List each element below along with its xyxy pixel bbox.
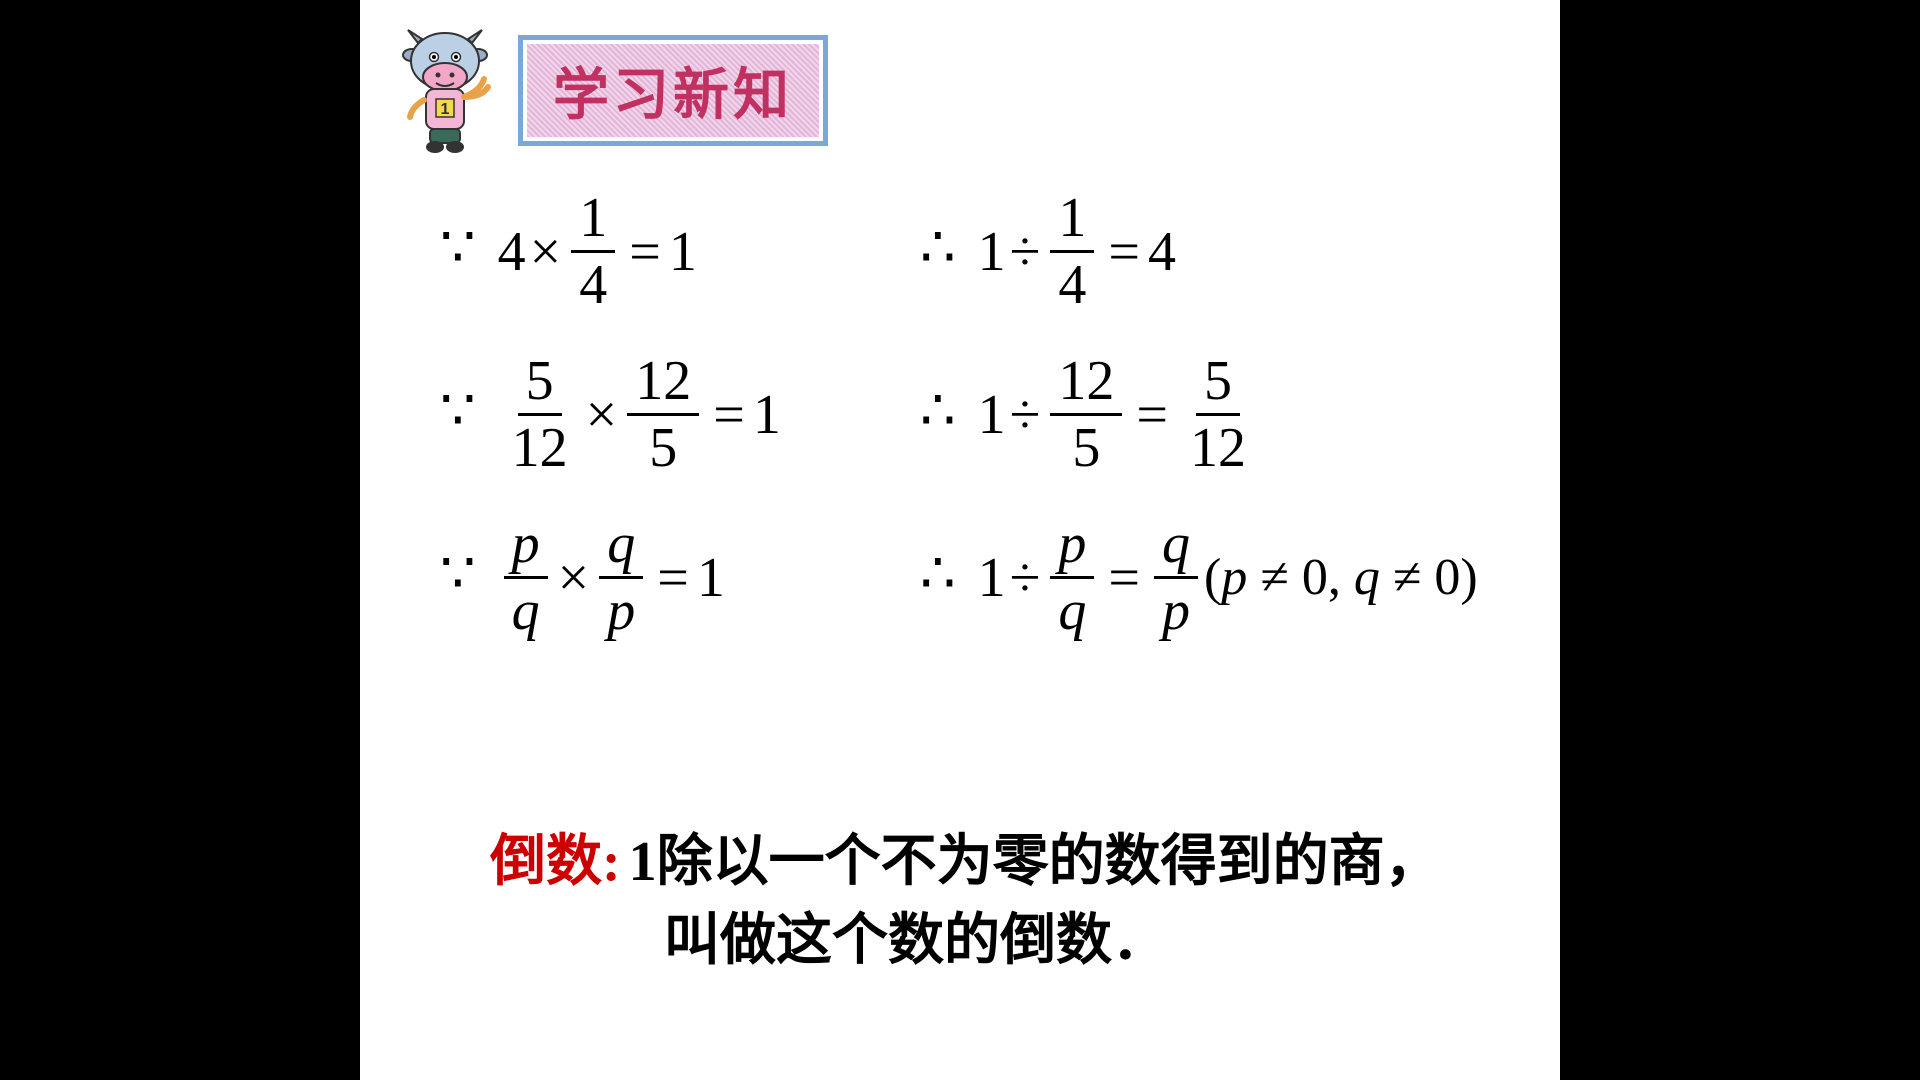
fraction: 1 4 (571, 190, 615, 313)
numerator: 1 (571, 190, 615, 253)
row2-because: ∵ 5 12 × 12 5 = 1 (440, 353, 920, 476)
row3-therefore: ∴ 1 ÷ p q = q p (p ≠ 0, q ≠ 0) (920, 516, 1520, 639)
row2-left-rhs: 1 (753, 383, 781, 447)
therefore-symbol: ∴ (920, 215, 956, 280)
fraction: p q (1050, 516, 1094, 639)
denominator: 12 (1182, 416, 1254, 476)
cow-mascot-icon: 1 (390, 25, 500, 155)
fraction: 1 4 (1050, 190, 1094, 313)
row2-right-lhs: 1 (978, 383, 1006, 447)
condition: (p ≠ 0, q ≠ 0) (1204, 548, 1478, 607)
row3-left-rhs: 1 (697, 546, 725, 610)
numerator: q (599, 516, 643, 579)
equals: = (713, 383, 745, 447)
equals: = (1108, 220, 1140, 284)
row2-therefore: ∴ 1 ÷ 12 5 = 5 12 (920, 353, 1520, 476)
numerator: 5 (518, 353, 562, 416)
times-op: × (586, 383, 618, 447)
row1-right-rhs: 4 (1148, 220, 1176, 284)
denominator: p (599, 579, 643, 639)
equals: = (629, 220, 661, 284)
row1-left-rhs: 1 (669, 220, 697, 284)
title-text: 学习新知 (553, 65, 793, 127)
math-area: ∵ 4 × 1 4 = 1 ∴ 1 ÷ 1 4 = 4 (440, 190, 1520, 679)
denominator: 12 (504, 416, 576, 476)
equation-row-2: ∵ 5 12 × 12 5 = 1 ∴ 1 ÷ 12 5 (440, 353, 1520, 476)
denominator: 4 (1050, 253, 1094, 313)
divide-op: ÷ (1010, 546, 1041, 610)
equals: = (1136, 383, 1168, 447)
because-symbol: ∵ (440, 215, 476, 280)
because-symbol: ∵ (440, 378, 476, 443)
denominator: q (504, 579, 548, 639)
numerator: 5 (1196, 353, 1240, 416)
definition-line2: 叫做这个数的倒数． (664, 902, 1500, 980)
row1-therefore: ∴ 1 ÷ 1 4 = 4 (920, 190, 1520, 313)
title-inner: 学习新知 (527, 44, 819, 137)
therefore-symbol: ∴ (920, 541, 956, 606)
row1-because: ∵ 4 × 1 4 = 1 (440, 190, 920, 313)
because-symbol: ∵ (440, 541, 476, 606)
definition-footer: 倒数:1除以一个不为零的数得到的商， 叫做这个数的倒数． (490, 823, 1500, 980)
footer-line-1: 倒数:1除以一个不为零的数得到的商， (490, 823, 1500, 901)
fraction: 5 12 (504, 353, 576, 476)
fraction: 12 5 (1050, 353, 1122, 476)
row3-because: ∵ p q × q p = 1 (440, 516, 920, 639)
divide-op: ÷ (1010, 220, 1041, 284)
equation-row-1: ∵ 4 × 1 4 = 1 ∴ 1 ÷ 1 4 = 4 (440, 190, 1520, 313)
numerator: p (504, 516, 548, 579)
denominator: 4 (571, 253, 615, 313)
row1-right-lhs: 1 (978, 220, 1006, 284)
denominator: p (1154, 579, 1198, 639)
definition-label: 倒数: (490, 831, 621, 893)
equals: = (657, 546, 689, 610)
times-op: × (558, 546, 590, 610)
numerator: 12 (1050, 353, 1122, 416)
numerator: 1 (1050, 190, 1094, 253)
denominator: q (1050, 579, 1094, 639)
denominator: 5 (1064, 416, 1108, 476)
numerator: p (1050, 516, 1094, 579)
times-op: × (530, 220, 562, 284)
definition-line1: 1除以一个不为零的数得到的商， (629, 831, 1441, 893)
fraction: q p (1154, 516, 1198, 639)
equation-row-3: ∵ p q × q p = 1 ∴ 1 ÷ p q (440, 516, 1520, 639)
svg-text:1: 1 (441, 101, 450, 118)
equals: = (1108, 546, 1140, 610)
fraction: 5 12 (1182, 353, 1254, 476)
slide: 1 学习新知 ∵ 4 × 1 4 = (360, 0, 1560, 1080)
therefore-symbol: ∴ (920, 378, 956, 443)
divide-op: ÷ (1010, 383, 1041, 447)
fraction: q p (599, 516, 643, 639)
numerator: q (1154, 516, 1198, 579)
numerator: 12 (627, 353, 699, 416)
fraction: p q (504, 516, 548, 639)
fraction: 12 5 (627, 353, 699, 476)
title-box: 学习新知 (518, 35, 828, 146)
header: 1 学习新知 (390, 25, 828, 155)
row3-right-lhs: 1 (978, 546, 1006, 610)
denominator: 5 (641, 416, 685, 476)
row1-left-a: 4 (498, 220, 526, 284)
